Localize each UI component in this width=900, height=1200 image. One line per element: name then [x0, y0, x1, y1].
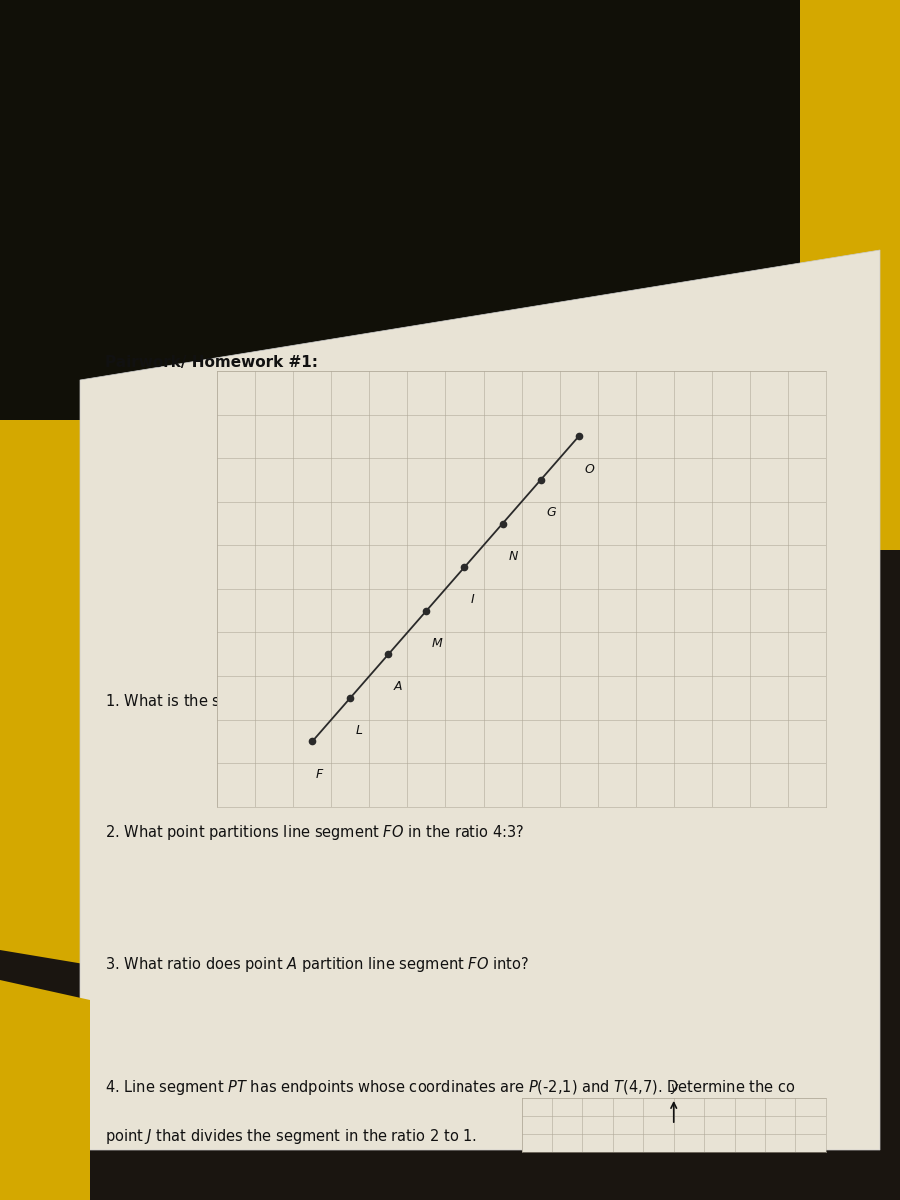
Text: Pairwork/ Homework #1:: Pairwork/ Homework #1:	[105, 355, 318, 370]
Text: 3. What ratio does point $A$ partition line segment $FO$ into?: 3. What ratio does point $A$ partition l…	[105, 955, 529, 973]
Text: 4. Line segment $PT$ has endpoints whose coordinates are $P$(-2,1) and $T$(4,7).: 4. Line segment $PT$ has endpoints whose…	[105, 1078, 796, 1097]
Polygon shape	[0, 380, 900, 570]
Text: A: A	[394, 680, 402, 694]
Polygon shape	[80, 250, 880, 1150]
Polygon shape	[0, 420, 120, 970]
Text: G: G	[546, 506, 556, 520]
Text: L: L	[356, 724, 363, 737]
Text: N: N	[508, 550, 518, 563]
Polygon shape	[800, 0, 900, 550]
Text: F: F	[316, 768, 323, 780]
Text: I: I	[470, 593, 474, 606]
Text: 1. What is the slope of line segment $FO$?: 1. What is the slope of line segment $FO…	[105, 691, 402, 710]
Polygon shape	[0, 0, 900, 520]
Text: y: y	[670, 1081, 678, 1094]
Polygon shape	[0, 980, 90, 1200]
Text: O: O	[584, 462, 594, 475]
Text: point $J$ that divides the segment in the ratio 2 to 1.: point $J$ that divides the segment in th…	[105, 1127, 477, 1146]
Text: 2. What point partitions line segment $FO$ in the ratio 4:3?: 2. What point partitions line segment $F…	[105, 823, 525, 842]
Text: M: M	[432, 637, 443, 650]
